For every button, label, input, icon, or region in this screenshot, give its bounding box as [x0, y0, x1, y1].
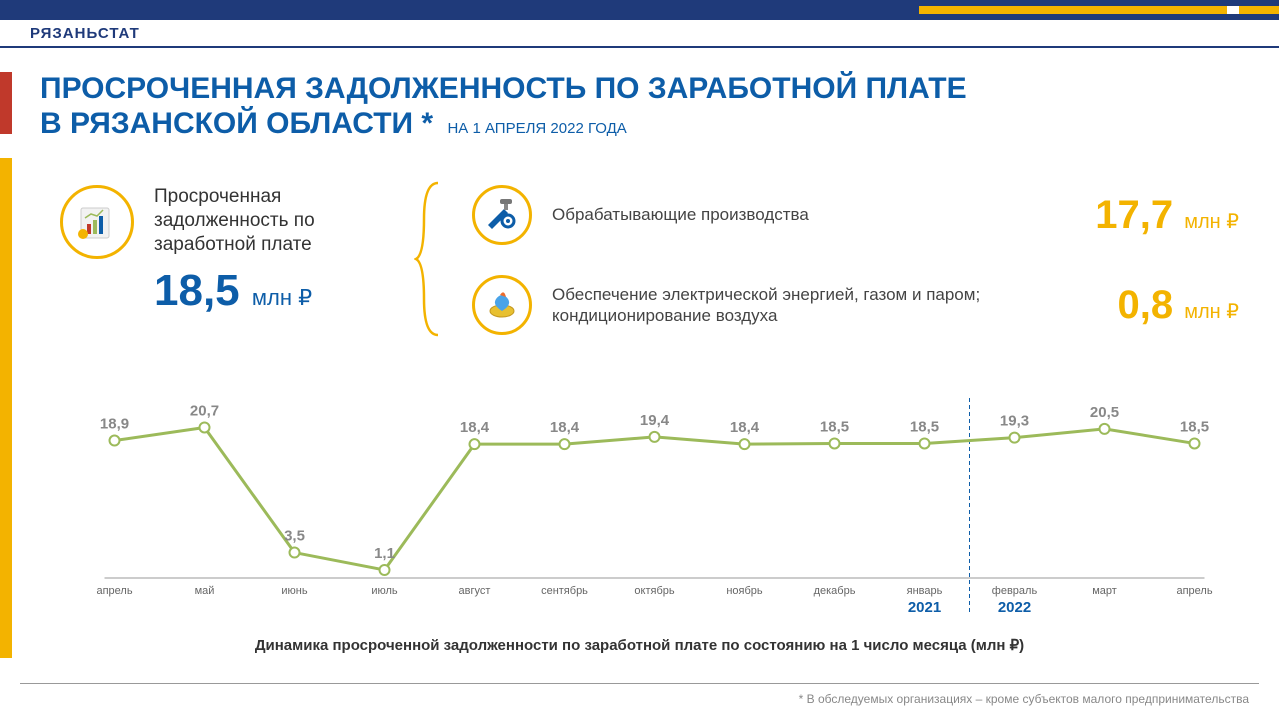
sector-value: 0,8 млн ₽: [1069, 283, 1239, 328]
side-yellow-bar: [0, 158, 12, 658]
svg-text:18,5: 18,5: [910, 418, 939, 435]
energy-icon: [472, 275, 532, 335]
title-line2: В РЯЗАНСКОЙ ОБЛАСТИ * НА 1 АПРЕЛЯ 2022 Г…: [40, 107, 1249, 142]
chart-svg: 18,9 апрель 20,7 май 3,5 июнь 1,1 июль 18,4 авгус…: [90, 390, 1219, 620]
svg-text:апрель: апрель: [1176, 585, 1212, 597]
svg-text:декабрь: декабрь: [814, 585, 856, 597]
summary-value: 18,5 млн ₽: [154, 266, 384, 316]
top-bar-yellow: [919, 6, 1279, 14]
svg-text:январь: январь: [907, 585, 943, 597]
svg-text:18,4: 18,4: [730, 419, 760, 436]
sector-list: Обрабатывающие производства 17,7 млн ₽ О…: [472, 185, 1239, 335]
bracket-icon: [414, 179, 442, 339]
svg-text:июнь: июнь: [281, 585, 307, 597]
sector-label: Обрабатывающие производства: [552, 204, 1049, 225]
sector-value: 17,7 млн ₽: [1069, 193, 1239, 238]
title-date: НА 1 АПРЕЛЯ 2022 ГОДА: [447, 120, 626, 137]
svg-text:апрель: апрель: [96, 585, 132, 597]
svg-text:2022: 2022: [998, 599, 1031, 616]
svg-text:октябрь: октябрь: [634, 585, 674, 597]
tools-icon: [472, 185, 532, 245]
svg-text:18,5: 18,5: [1180, 418, 1209, 435]
info-row: Просроченная задолженность по заработной…: [60, 185, 1239, 339]
summary-text: Просроченная задолженность по заработной…: [154, 185, 384, 316]
title-red-bar: [0, 72, 12, 134]
svg-text:19,4: 19,4: [640, 412, 670, 429]
bottom-line: [20, 683, 1259, 684]
sector-row: Обрабатывающие производства 17,7 млн ₽: [472, 185, 1239, 245]
chart-caption: Динамика просроченной задолженности по з…: [0, 636, 1279, 654]
svg-text:18,4: 18,4: [550, 419, 580, 436]
svg-text:июль: июль: [371, 585, 398, 597]
svg-text:18,5: 18,5: [820, 418, 849, 435]
svg-text:20,7: 20,7: [190, 402, 219, 419]
svg-text:май: май: [195, 585, 215, 597]
page-title: ПРОСРОЧЕННАЯ ЗАДОЛЖЕННОСТЬ ПО ЗАРАБОТНОЙ…: [16, 72, 1249, 141]
svg-text:август: август: [459, 585, 491, 597]
summary-block: Просроченная задолженность по заработной…: [60, 185, 384, 316]
svg-text:2021: 2021: [908, 599, 941, 616]
svg-text:19,3: 19,3: [1000, 413, 1029, 430]
title-line1: ПРОСРОЧЕННАЯ ЗАДОЛЖЕННОСТЬ ПО ЗАРАБОТНОЙ…: [40, 72, 1249, 107]
svg-text:март: март: [1092, 585, 1117, 597]
svg-text:сентябрь: сентябрь: [541, 585, 588, 597]
svg-text:ноябрь: ноябрь: [726, 585, 763, 597]
svg-text:3,5: 3,5: [284, 528, 305, 545]
brand-underline: [0, 46, 1279, 48]
brand: РЯЗАНЬСТАТ: [30, 25, 140, 42]
svg-text:18,9: 18,9: [100, 416, 129, 433]
summary-label: Просроченная задолженность по заработной…: [154, 185, 384, 256]
svg-text:февраль: февраль: [992, 585, 1038, 597]
footnote: * В обследуемых организациях – кроме суб…: [799, 692, 1249, 706]
chart-icon: [60, 185, 134, 259]
svg-text:18,4: 18,4: [460, 419, 490, 436]
top-bar: [0, 0, 1279, 20]
svg-text:20,5: 20,5: [1090, 404, 1119, 421]
sector-label: Обеспечение электрической энергией, газо…: [552, 284, 1049, 327]
svg-text:1,1: 1,1: [374, 545, 395, 562]
line-chart: 18,9 апрель 20,7 май 3,5 июнь 1,1 июль 18,4 авгус…: [90, 390, 1219, 620]
sector-row: Обеспечение электрической энергией, газо…: [472, 275, 1239, 335]
